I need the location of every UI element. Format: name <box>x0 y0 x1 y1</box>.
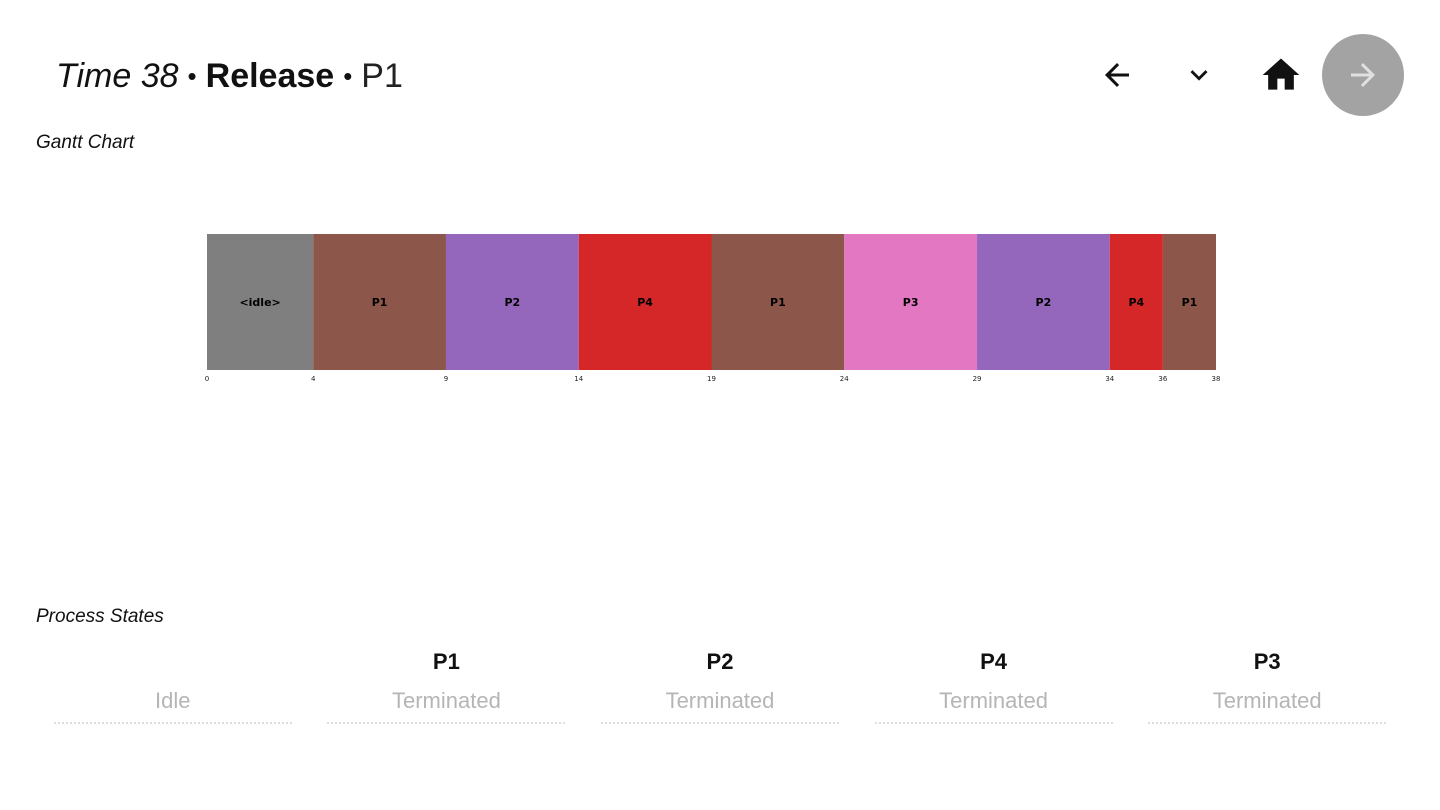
gantt-tick-label: 4 <box>311 375 316 383</box>
gantt-bar-2 <box>445 234 579 370</box>
home-icon <box>1262 58 1300 90</box>
process-state-cell: Terminated <box>310 684 584 724</box>
gantt-chart-heading: Gantt Chart <box>36 132 135 153</box>
process-state-cell: Idle <box>36 684 310 724</box>
process-state-value: Idle <box>53 684 292 724</box>
gantt-bar-3 <box>578 234 712 370</box>
process-state-cell: Terminated <box>857 684 1131 724</box>
process-column-header: P3 <box>1253 649 1281 674</box>
home-button[interactable] <box>1240 34 1322 116</box>
time-label: Time 38 <box>56 56 179 95</box>
process-states-heading: Process States <box>36 606 164 627</box>
gantt-chart: <idle> P1 P2 P4 P1 P3 P2 P4 P1 0 4 9 14 19 24 29 34 36 38 <box>205 234 1221 383</box>
gantt-bar-label: P3 <box>903 296 919 309</box>
gantt-tick-label: 34 <box>1105 375 1114 383</box>
gantt-bar-0 <box>207 234 314 370</box>
process-column-header: P2 <box>706 649 734 674</box>
process-states-header-row: P1 P2 P4 P3 <box>36 640 1404 684</box>
gantt-tick-label: 24 <box>840 375 849 383</box>
dropdown-button[interactable] <box>1158 34 1240 116</box>
title-separator: • <box>343 60 353 91</box>
process-state-value: Terminated <box>1148 684 1387 724</box>
process-state-value: Terminated <box>600 684 839 724</box>
gantt-tick-label: 36 <box>1158 375 1167 383</box>
process-column-header: P1 <box>432 649 460 674</box>
gantt-bar-label: <idle> <box>239 296 280 309</box>
arrow-left-icon <box>1105 63 1129 87</box>
process-label: P1 <box>361 56 403 95</box>
process-states-value-row: Idle Terminated Terminated Terminated Te… <box>36 684 1404 724</box>
next-button[interactable] <box>1322 34 1404 116</box>
page-title: Time 38 • Release • P1 <box>56 52 403 100</box>
gantt-bar-6 <box>977 234 1110 370</box>
gantt-tick-label: 19 <box>707 375 716 383</box>
event-label: Release <box>205 56 335 95</box>
process-state-value: Terminated <box>874 684 1113 724</box>
gantt-tick-label: 29 <box>973 375 982 383</box>
gantt-bar-label: P4 <box>637 296 653 309</box>
gantt-bar-5 <box>844 234 978 370</box>
title-separator: • <box>187 60 197 91</box>
gantt-bar-4 <box>711 234 845 370</box>
gantt-bar-label: P4 <box>1128 296 1144 309</box>
gantt-tick-label: 38 <box>1212 375 1221 383</box>
gantt-bar-7 <box>1109 234 1163 370</box>
gantt-chart-svg: <idle> P1 P2 P4 P1 P3 P2 P4 P1 0 4 9 14 19 24 29 34 36 38 <box>205 234 1221 383</box>
gantt-bar-label: P2 <box>1036 296 1052 309</box>
gantt-tick-label: 14 <box>574 375 583 383</box>
arrow-right-icon <box>1351 63 1375 87</box>
process-state-value: Terminated <box>327 684 566 724</box>
process-column-header <box>36 640 310 684</box>
chevron-down-icon <box>1190 70 1208 81</box>
process-column-header: P4 <box>980 649 1008 674</box>
process-states-table: P1 P2 P4 P3 Idle Terminated Terminated T… <box>36 640 1404 724</box>
gantt-bar-8 <box>1162 234 1216 370</box>
process-state-cell: Terminated <box>1130 684 1404 724</box>
gantt-tick-label: 9 <box>444 375 448 383</box>
process-state-cell: Terminated <box>583 684 857 724</box>
gantt-bar-label: P1 <box>1182 296 1198 309</box>
gantt-bar-1 <box>313 234 446 370</box>
gantt-bar-label: P1 <box>372 296 388 309</box>
gantt-bar-label: P1 <box>770 296 786 309</box>
gantt-bar-label: P2 <box>504 296 520 309</box>
toolbar <box>1076 34 1404 116</box>
back-button[interactable] <box>1076 34 1158 116</box>
gantt-tick-label: 0 <box>205 375 209 383</box>
